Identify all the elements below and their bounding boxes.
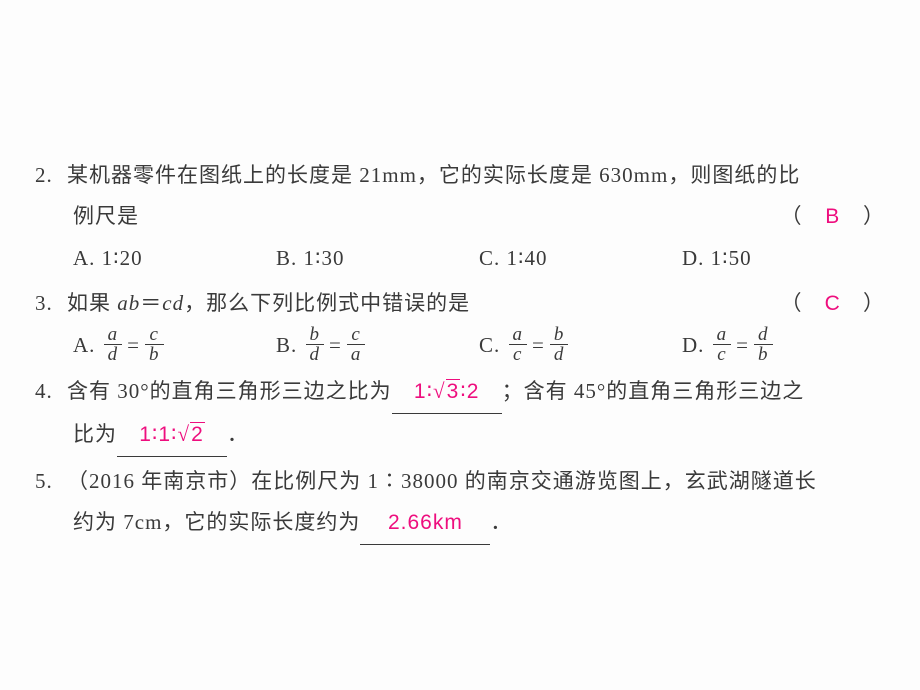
q5-line1: 5.（2016 年南京市）在比例尺为 1∶38000 的南京交通游览图上，玄武湖…	[35, 461, 885, 502]
question-5: 5.（2016 年南京市）在比例尺为 1∶38000 的南京交通游览图上，玄武湖…	[35, 461, 885, 545]
q2-text2: 例尺是	[73, 196, 781, 237]
q2-opt-a: A. 1∶20	[73, 238, 276, 279]
q3-opt-c: C. ac=bd	[479, 325, 682, 368]
q3-opt-b: B. bd=ca	[276, 325, 479, 368]
question-3: 3.如果 ab＝cd，那么下列比例式中错误的是 （ C ） A. ad=cb B…	[35, 283, 885, 368]
q3-opt-d: D. ac=db	[682, 325, 885, 368]
q3-paren: （ C ）	[781, 283, 886, 325]
q5-line2: 约为 7cm，它的实际长度约为2.66km．	[35, 502, 885, 545]
q3-options: A. ad=cb B. bd=ca C. ac=bd D. ac=db	[35, 325, 885, 368]
q2-text1: 某机器零件在图纸上的长度是 21mm，它的实际长度是 630mm，则图纸的比	[67, 163, 800, 187]
q5-num: 5.	[35, 461, 67, 502]
q2-opt-c: C. 1∶40	[479, 238, 682, 279]
question-2: 2.某机器零件在图纸上的长度是 21mm，它的实际长度是 630mm，则图纸的比…	[35, 155, 885, 279]
q2-num: 2.	[35, 155, 67, 196]
q4-blank2: 1∶1∶2	[117, 414, 227, 457]
q2-line1: 2.某机器零件在图纸上的长度是 21mm，它的实际长度是 630mm，则图纸的比	[35, 155, 885, 196]
q3-num: 3.	[35, 283, 67, 324]
q4-blank1: 1∶3∶2	[392, 371, 502, 414]
q3-line1: 3.如果 ab＝cd，那么下列比例式中错误的是 （ C ）	[35, 283, 885, 325]
q2-line2: 例尺是 （ B ）	[35, 196, 885, 238]
q3-opt-a: A. ad=cb	[73, 325, 276, 368]
question-4: 4.含有 30°的直角三角形三边之比为1∶3∶2；含有 45°的直角三角形三边之…	[35, 371, 885, 457]
q2-answer: B	[809, 197, 857, 238]
q2-opt-b: B. 1∶30	[276, 238, 479, 279]
q3-answer: C	[809, 284, 857, 325]
q4-num: 4.	[35, 371, 67, 412]
q2-options: A. 1∶20 B. 1∶30 C. 1∶40 D. 1∶50	[35, 238, 885, 279]
q4-line2: 比为1∶1∶2．	[35, 414, 885, 457]
q2-opt-d: D. 1∶50	[682, 238, 885, 279]
q5-blank: 2.66km	[360, 502, 490, 545]
q4-line1: 4.含有 30°的直角三角形三边之比为1∶3∶2；含有 45°的直角三角形三边之	[35, 371, 885, 414]
q2-paren: （ B ）	[781, 196, 886, 238]
